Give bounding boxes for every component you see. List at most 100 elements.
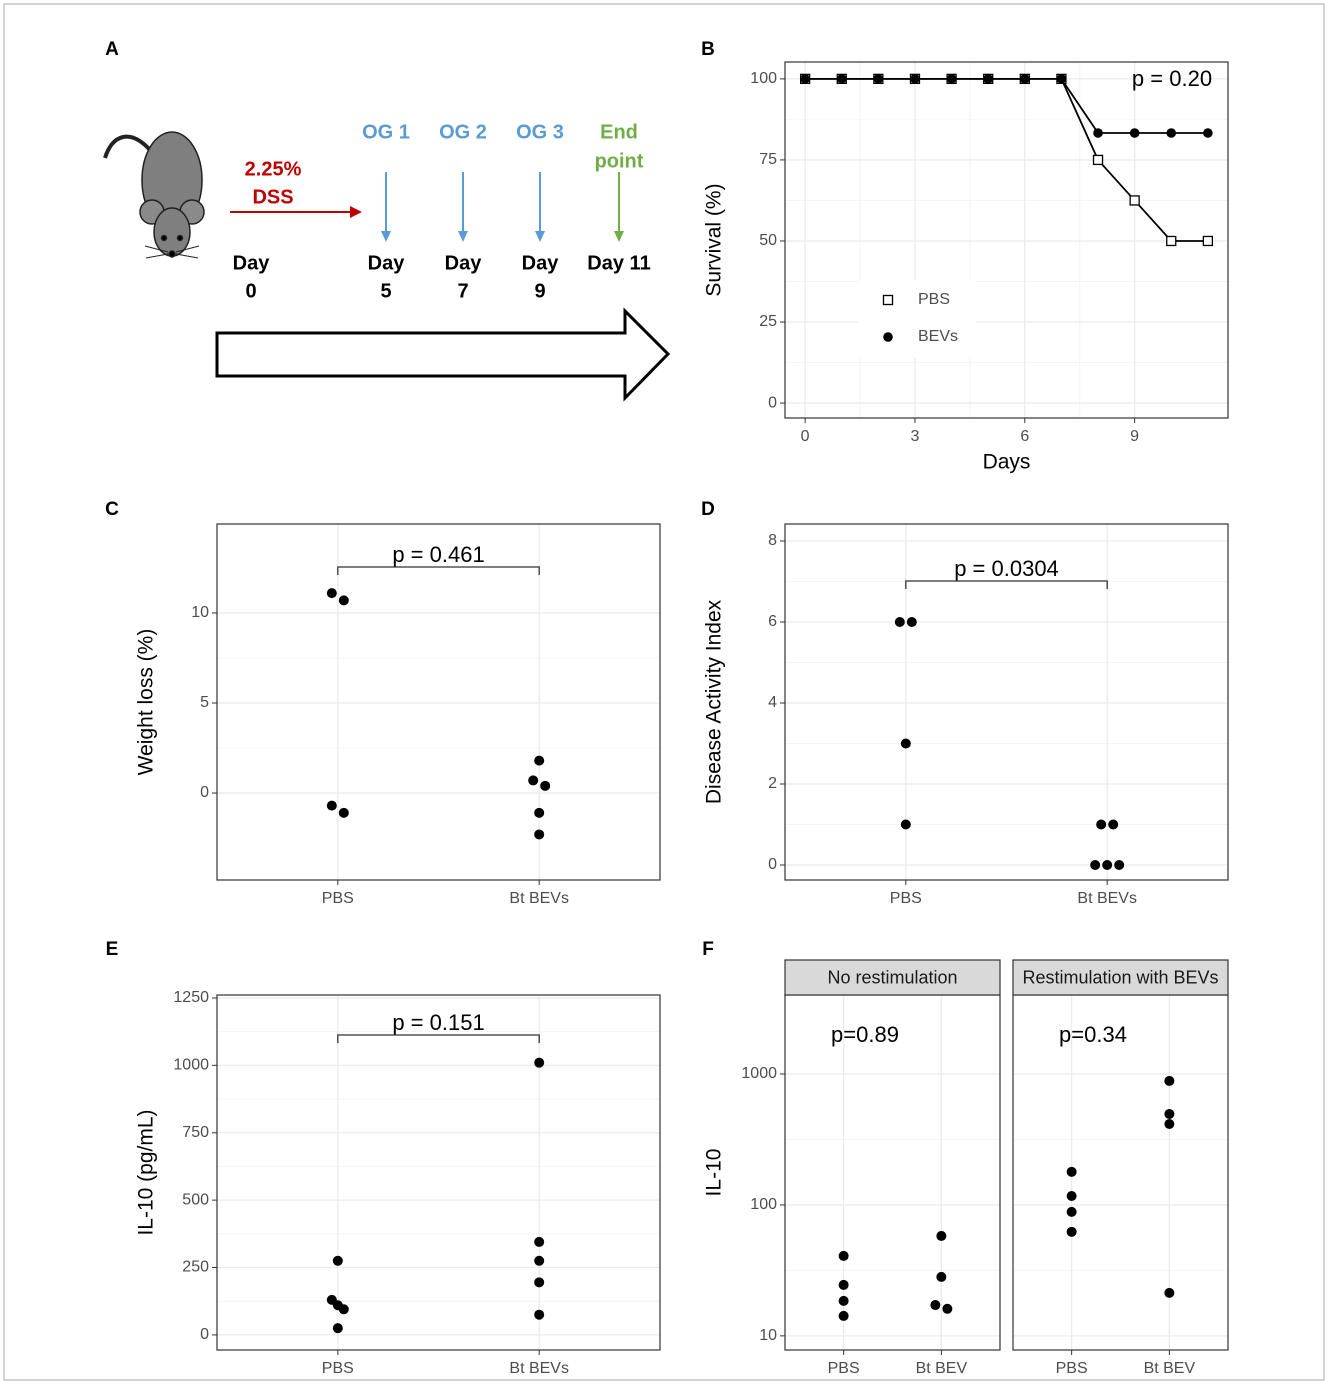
marker (983, 74, 993, 84)
data-point (839, 1311, 849, 1321)
data-point (339, 808, 349, 818)
data-point (534, 1256, 544, 1266)
panel-label: F (702, 939, 714, 960)
y-axis-title: Disease Activity Index (703, 599, 726, 804)
facet-title: No restimulation (827, 967, 957, 987)
day-label: 5 (380, 280, 391, 302)
panel-label: E (106, 939, 119, 960)
y-tick-label: 50 (759, 232, 777, 249)
marker (837, 74, 847, 84)
p-value: p = 0.151 (392, 1010, 484, 1035)
data-point (839, 1296, 849, 1306)
data-point (942, 1304, 952, 1314)
marker (884, 296, 893, 305)
x-tick-label: PBS (828, 1360, 860, 1377)
p-value: p=0.89 (831, 1022, 899, 1047)
day-label: Day 11 (587, 252, 650, 274)
data-point (327, 588, 337, 598)
legend-box (858, 280, 976, 358)
data-point (528, 775, 538, 785)
data-point (534, 1277, 544, 1287)
data-point (1090, 860, 1100, 870)
data-point (540, 781, 550, 791)
y-axis-title: Survival (%) (703, 183, 726, 296)
y-tick-label: 4 (768, 694, 777, 711)
event-label: OG 2 (439, 121, 487, 143)
marker (947, 74, 957, 84)
day-label: Day (368, 252, 406, 274)
y-tick-label: 1000 (173, 1057, 209, 1074)
data-point (327, 801, 337, 811)
marker (883, 332, 893, 342)
y-tick-label: 100 (750, 1196, 777, 1213)
data-point (930, 1300, 940, 1310)
data-point (1067, 1167, 1077, 1177)
marker (1130, 196, 1139, 205)
x-tick-label: PBS (890, 890, 922, 907)
data-point (1108, 820, 1118, 830)
event-label: point (595, 150, 644, 172)
y-tick-label: 100 (750, 70, 777, 87)
marker (1203, 128, 1213, 138)
y-tick-label: 1000 (741, 1065, 777, 1082)
figure: A 2.25%DSSDay0OG 1Day5OG 2Day7OG 3Day9En… (0, 0, 1328, 1385)
x-axis-title: Days (983, 451, 1031, 474)
day-label: 9 (534, 280, 545, 302)
y-tick-label: 0 (200, 784, 209, 801)
p-value: p = 0.461 (392, 542, 484, 567)
data-point (1164, 1288, 1174, 1298)
data-point (534, 1237, 544, 1247)
legend-label: PBS (918, 291, 950, 308)
y-tick-label: 250 (182, 1259, 209, 1276)
marker (874, 74, 884, 84)
plot-background (785, 62, 1228, 418)
y-tick-label: 8 (768, 532, 777, 549)
day-label: 7 (457, 280, 468, 302)
data-point (1164, 1109, 1174, 1119)
x-tick-label: PBS (1056, 1360, 1088, 1377)
panel-label: D (701, 499, 715, 520)
plot-background (785, 995, 1000, 1350)
marker (1093, 128, 1103, 138)
marker (1094, 155, 1103, 164)
day-label: Day (522, 252, 560, 274)
x-tick-label: Bt BEVs (1077, 890, 1137, 907)
y-tick-label: 5 (200, 694, 209, 711)
y-tick-label: 10 (191, 604, 209, 621)
x-tick-label: Bt BEVs (509, 1360, 569, 1377)
y-tick-label: 10 (759, 1327, 777, 1344)
marker (800, 74, 810, 84)
plot-background (217, 995, 660, 1350)
data-point (534, 808, 544, 818)
y-axis-title: IL-10 (703, 1149, 726, 1197)
event-label: OG 1 (362, 121, 410, 143)
data-point (895, 617, 905, 627)
facet-title: Restimulation with BEVs (1022, 967, 1218, 987)
y-tick-label: 1250 (173, 989, 209, 1006)
marker (1057, 74, 1067, 84)
x-tick-label: Bt BEV (1144, 1360, 1196, 1377)
y-tick-label: 500 (182, 1191, 209, 1208)
data-point (333, 1256, 343, 1266)
marker (1203, 236, 1212, 245)
y-tick-label: 6 (768, 613, 777, 630)
plot-background (217, 524, 660, 880)
treatment-label: DSS (252, 186, 293, 208)
data-point (1067, 1191, 1077, 1201)
panel-label: C (105, 499, 119, 520)
event-label: OG 3 (516, 121, 564, 143)
y-axis-title: Weight loss (%) (135, 629, 158, 776)
data-point (534, 1058, 544, 1068)
x-tick-label: Bt BEV (916, 1360, 968, 1377)
y-tick-label: 0 (768, 394, 777, 411)
marker (1167, 236, 1176, 245)
data-point (1164, 1119, 1174, 1129)
x-tick-label: PBS (322, 1360, 354, 1377)
data-point (839, 1251, 849, 1261)
y-tick-label: 750 (182, 1124, 209, 1141)
x-tick-label: Bt BEVs (509, 890, 569, 907)
x-tick-label: 0 (801, 428, 810, 445)
y-tick-label: 25 (759, 313, 777, 330)
x-tick-label: 9 (1130, 428, 1139, 445)
x-tick-label: 6 (1020, 428, 1029, 445)
